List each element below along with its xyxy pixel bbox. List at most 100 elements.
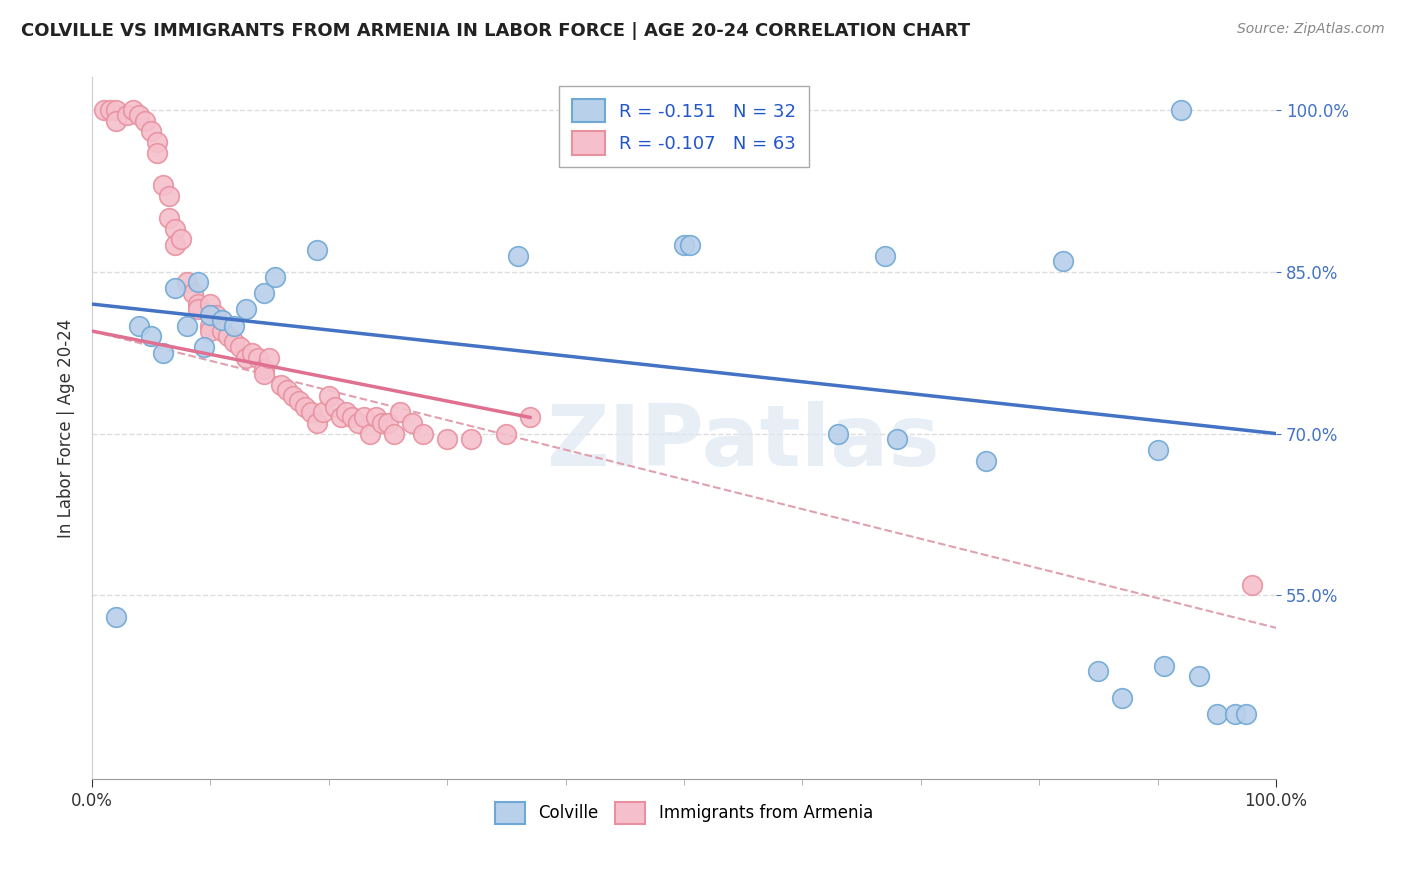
Point — [335, 405, 357, 419]
Point — [342, 410, 364, 425]
Point — [672, 237, 695, 252]
Point — [382, 426, 405, 441]
Point — [318, 389, 340, 403]
Point — [211, 324, 233, 338]
Point — [305, 243, 328, 257]
Point — [460, 432, 482, 446]
Point — [104, 610, 127, 624]
Point — [217, 329, 239, 343]
Point — [1223, 707, 1246, 722]
Point — [93, 103, 115, 117]
Point — [235, 302, 257, 317]
Point — [259, 351, 281, 365]
Point — [1087, 664, 1109, 678]
Point — [211, 313, 233, 327]
Point — [388, 405, 411, 419]
Point — [371, 416, 394, 430]
Point — [229, 340, 252, 354]
Point — [104, 103, 127, 117]
Legend: Colville, Immigrants from Armenia: Colville, Immigrants from Armenia — [485, 792, 883, 834]
Point — [163, 281, 186, 295]
Point — [305, 416, 328, 430]
Point — [176, 318, 198, 333]
Point — [294, 400, 316, 414]
Point — [128, 108, 150, 122]
Point — [827, 426, 849, 441]
Point — [252, 368, 274, 382]
Point — [436, 432, 458, 446]
Point — [353, 410, 375, 425]
Point — [146, 146, 169, 161]
Point — [886, 432, 908, 446]
Text: ZIPatlas: ZIPatlas — [547, 401, 941, 483]
Point — [401, 416, 423, 430]
Point — [117, 108, 139, 122]
Point — [122, 103, 145, 117]
Point — [1170, 103, 1192, 117]
Point — [1153, 658, 1175, 673]
Point — [200, 297, 222, 311]
Point — [347, 416, 370, 430]
Point — [377, 416, 399, 430]
Point — [364, 410, 387, 425]
Point — [283, 389, 305, 403]
Point — [679, 237, 702, 252]
Point — [222, 334, 245, 349]
Point — [152, 345, 174, 359]
Point — [412, 426, 434, 441]
Point — [200, 308, 222, 322]
Point — [288, 394, 311, 409]
Point — [875, 248, 897, 262]
Point — [974, 453, 997, 467]
Point — [134, 113, 156, 128]
Point — [139, 329, 162, 343]
Point — [152, 178, 174, 193]
Point — [1146, 442, 1168, 457]
Point — [169, 232, 191, 246]
Point — [1052, 253, 1074, 268]
Point — [1188, 669, 1211, 683]
Point — [187, 302, 209, 317]
Point — [205, 308, 228, 322]
Point — [98, 103, 121, 117]
Point — [1241, 577, 1264, 591]
Text: COLVILLE VS IMMIGRANTS FROM ARMENIA IN LABOR FORCE | AGE 20-24 CORRELATION CHART: COLVILLE VS IMMIGRANTS FROM ARMENIA IN L… — [21, 22, 970, 40]
Point — [193, 340, 215, 354]
Point — [163, 237, 186, 252]
Point — [163, 221, 186, 235]
Point — [1236, 707, 1258, 722]
Point — [104, 113, 127, 128]
Point — [519, 410, 541, 425]
Point — [246, 351, 269, 365]
Point — [200, 324, 222, 338]
Point — [157, 211, 180, 225]
Point — [252, 286, 274, 301]
Point — [222, 318, 245, 333]
Y-axis label: In Labor Force | Age 20-24: In Labor Force | Age 20-24 — [58, 318, 75, 538]
Point — [323, 400, 346, 414]
Point — [252, 361, 274, 376]
Point — [240, 345, 263, 359]
Point — [299, 405, 322, 419]
Point — [187, 276, 209, 290]
Point — [329, 410, 352, 425]
Point — [270, 378, 292, 392]
Point — [200, 318, 222, 333]
Point — [1111, 690, 1133, 705]
Point — [495, 426, 517, 441]
Point — [312, 405, 335, 419]
Point — [157, 189, 180, 203]
Point — [276, 384, 298, 398]
Text: Source: ZipAtlas.com: Source: ZipAtlas.com — [1237, 22, 1385, 37]
Point — [139, 124, 162, 138]
Point — [146, 135, 169, 149]
Point — [1205, 707, 1227, 722]
Point — [264, 270, 287, 285]
Point — [508, 248, 530, 262]
Point — [176, 276, 198, 290]
Point — [235, 351, 257, 365]
Point — [128, 318, 150, 333]
Point — [181, 286, 204, 301]
Point — [187, 297, 209, 311]
Point — [359, 426, 381, 441]
